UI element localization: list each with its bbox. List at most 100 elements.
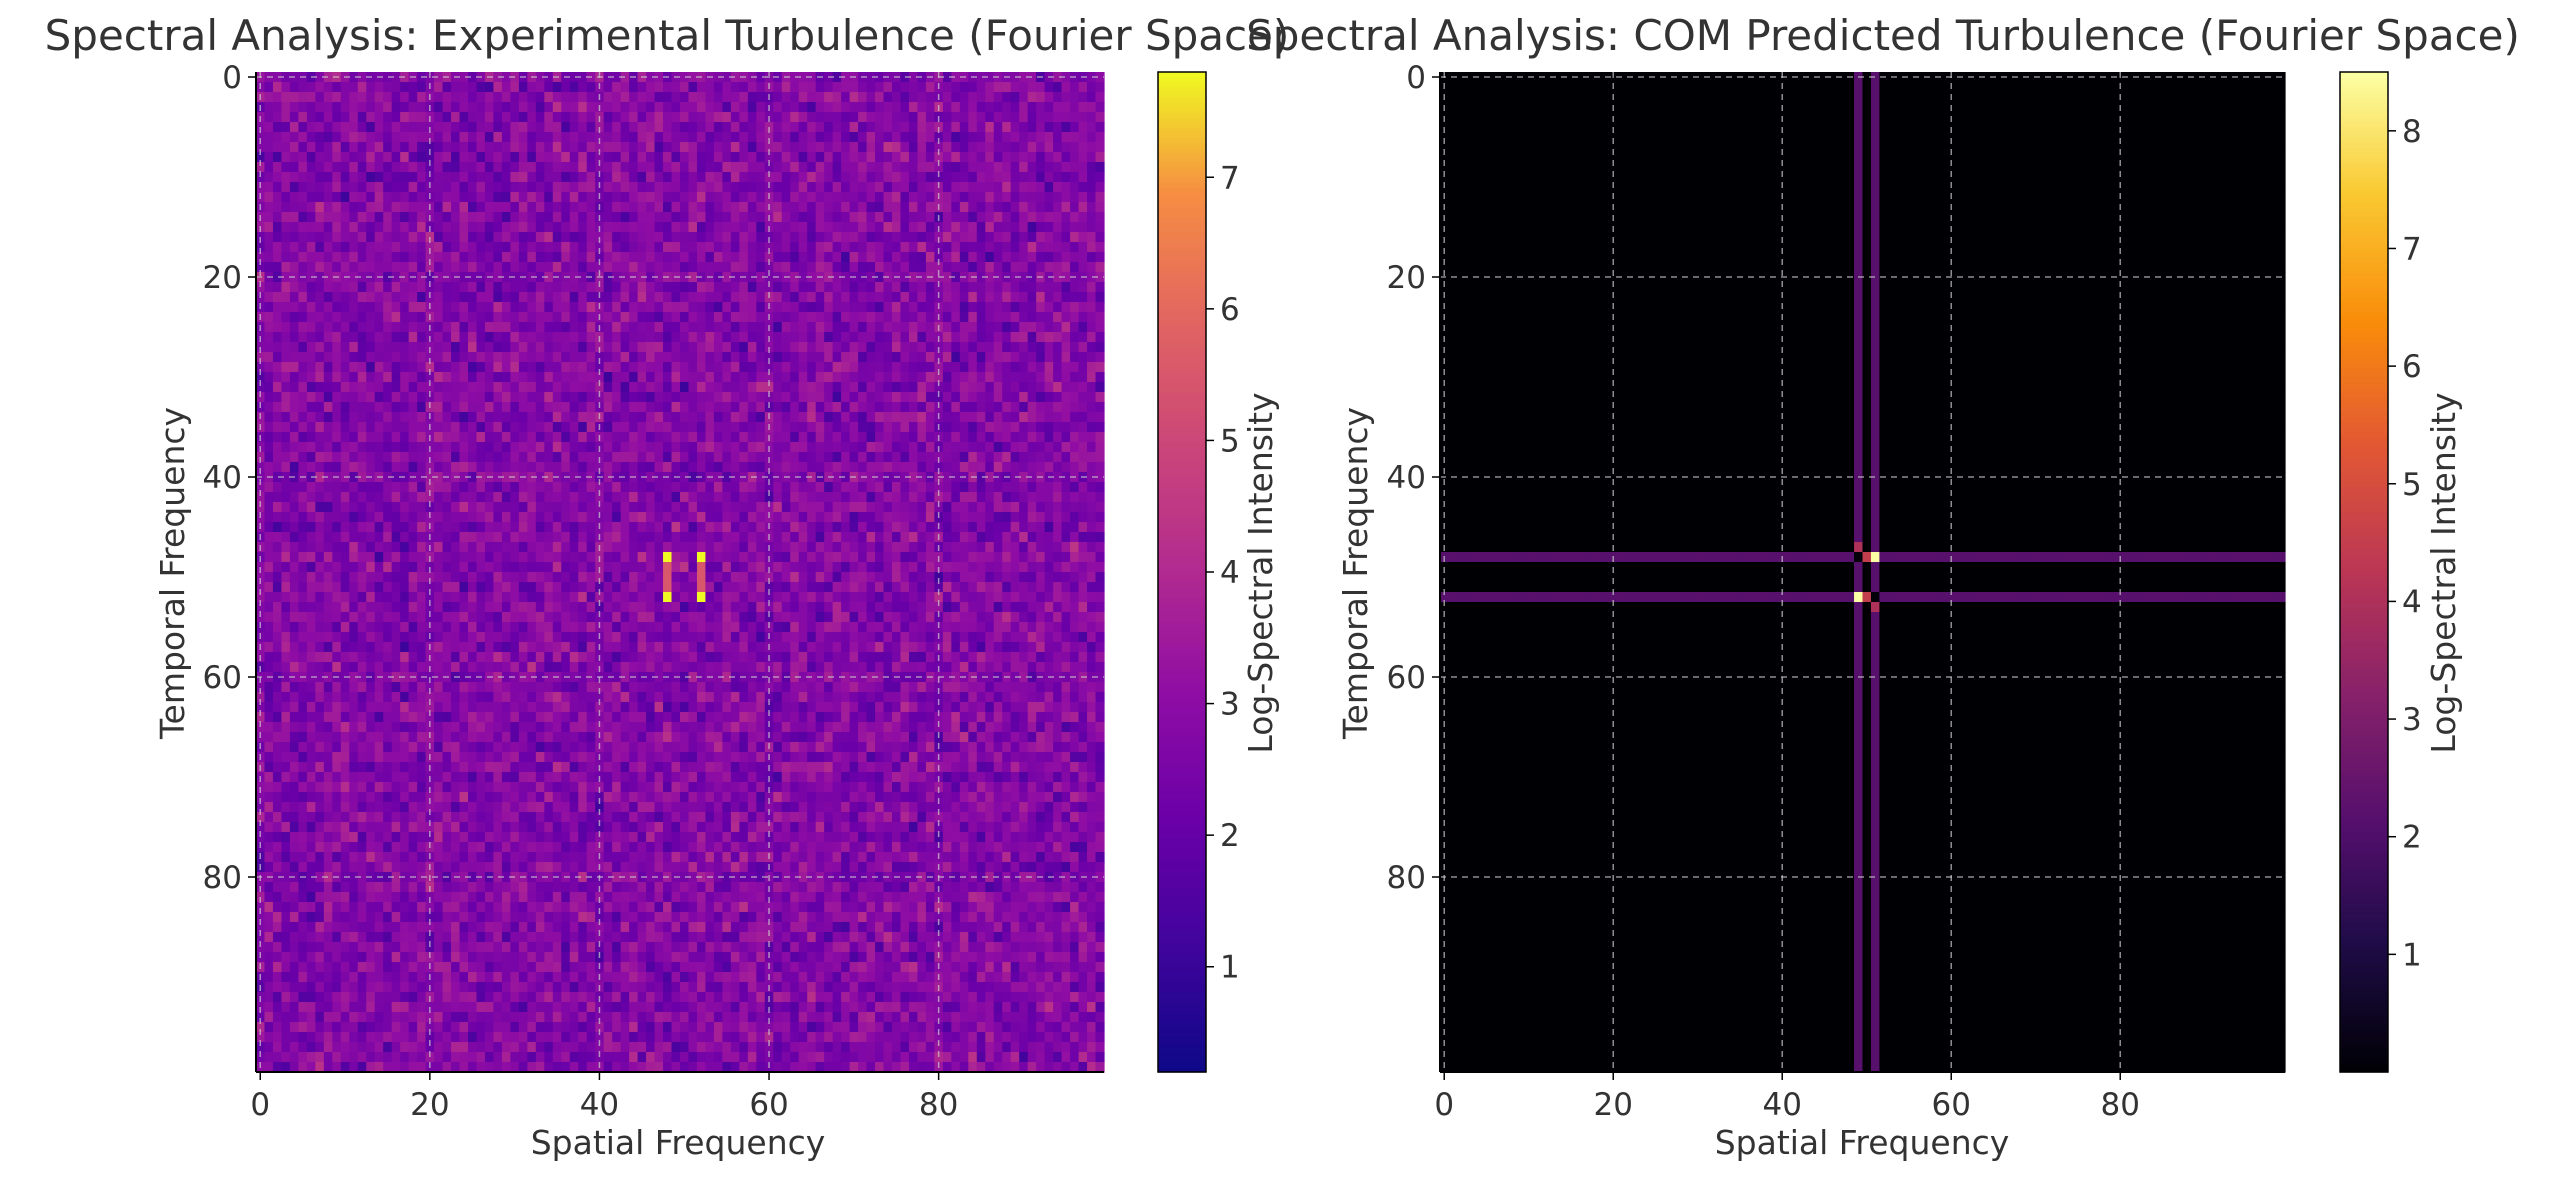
heatmap-cell [349, 522, 358, 533]
heatmap-cell [604, 302, 613, 313]
heatmap-cell [383, 162, 392, 173]
heatmap-cell [604, 542, 613, 553]
heatmap-cell [400, 222, 409, 233]
heatmap-cell [443, 252, 452, 263]
heatmap-cell [892, 452, 901, 463]
heatmap-cell [451, 212, 460, 223]
heatmap-cell [790, 562, 799, 573]
heatmap-cell [536, 192, 545, 203]
heatmap-cell [1011, 152, 1020, 163]
heatmap-cell [1045, 212, 1054, 223]
heatmap-cell [281, 112, 290, 123]
heatmap-cell [646, 312, 655, 323]
heatmap-cell [917, 532, 926, 543]
heatmap-cell [977, 192, 986, 203]
heatmap-cell [383, 562, 392, 573]
heatmap-cell [400, 502, 409, 513]
heatmap-cell [994, 482, 1003, 493]
heatmap-cell [672, 432, 681, 443]
heatmap-cell [392, 322, 401, 333]
heatmap-cell [612, 92, 621, 103]
heatmap-cell [672, 142, 681, 153]
heatmap-cell [688, 262, 697, 273]
heatmap-cell [392, 172, 401, 183]
heatmap-cell [1028, 432, 1037, 443]
heatmap-cell [672, 462, 681, 473]
heatmap-cell [349, 342, 358, 353]
heatmap-cell [1036, 82, 1045, 93]
heatmap-cell [1002, 222, 1011, 233]
heatmap-cell [655, 292, 664, 303]
heatmap-cell [612, 432, 621, 443]
heatmap-cell [1096, 142, 1105, 153]
heatmap-cell [290, 552, 299, 563]
heatmap-cell [900, 482, 909, 493]
heatmap-cell [451, 422, 460, 433]
heatmap-cell [417, 142, 426, 153]
heatmap-cell [604, 502, 613, 513]
heatmap-cell [519, 562, 528, 573]
heatmap-cell [1036, 332, 1045, 343]
heatmap-cell [409, 442, 418, 453]
heatmap-cell [468, 542, 477, 553]
heatmap-cell [816, 182, 825, 193]
heatmap-cell [824, 432, 833, 443]
heatmap-cell [867, 232, 876, 243]
heatmap-cell [655, 372, 664, 383]
heatmap-cell [553, 412, 562, 423]
heatmap-cell [570, 242, 579, 253]
heatmap-cell [909, 482, 918, 493]
heatmap-cell [1019, 512, 1028, 523]
heatmap-cell [1079, 132, 1088, 143]
heatmap-cell [663, 522, 672, 533]
heatmap-cell [858, 132, 867, 143]
heatmap-cell [867, 82, 876, 93]
heatmap-cell [1036, 142, 1045, 153]
heatmap-cell [315, 92, 324, 103]
heatmap-cell [536, 102, 545, 113]
heatmap-cell [731, 542, 740, 553]
heatmap-cell [799, 312, 808, 323]
heatmap-cell [824, 482, 833, 493]
heatmap-cell [1019, 432, 1028, 443]
heatmap-cell [587, 332, 596, 343]
heatmap-cell [612, 192, 621, 203]
heatmap-cell [1070, 242, 1079, 253]
heatmap-cell [629, 212, 638, 223]
heatmap-cell [943, 212, 952, 223]
heatmap-cell [1053, 282, 1062, 293]
heatmap-cell [443, 382, 452, 393]
heatmap-cell [519, 352, 528, 363]
heatmap-cell [561, 512, 570, 523]
heatmap-cell [476, 392, 485, 403]
heatmap-cell [748, 352, 757, 363]
heatmap-cell [909, 422, 918, 433]
heatmap-cell [807, 102, 816, 113]
heatmap-cell [655, 82, 664, 93]
heatmap-cell [612, 452, 621, 463]
heatmap-cell [655, 522, 664, 533]
heatmap-cell [917, 482, 926, 493]
heatmap-cell [485, 532, 494, 543]
heatmap-cell [1011, 302, 1020, 313]
heatmap-cell [1028, 352, 1037, 363]
heatmap-cell [867, 162, 876, 173]
heatmap-cell [714, 232, 723, 243]
heatmap-cell [460, 282, 469, 293]
heatmap-cell [281, 382, 290, 393]
heatmap-cell [1070, 382, 1079, 393]
heatmap-cell [1002, 322, 1011, 333]
heatmap-cell [485, 122, 494, 133]
heatmap-cell [510, 162, 519, 173]
heatmap-cell [485, 252, 494, 263]
heatmap-cell [1045, 282, 1054, 293]
heatmap-cell [748, 382, 757, 393]
heatmap-cell [510, 142, 519, 153]
heatmap-cell [604, 92, 613, 103]
heatmap-cell [1070, 122, 1079, 133]
heatmap-cell [281, 482, 290, 493]
heatmap-cell [960, 532, 969, 543]
heatmap-cell [697, 172, 706, 183]
heatmap-cell [773, 282, 782, 293]
heatmap-cell [833, 142, 842, 153]
